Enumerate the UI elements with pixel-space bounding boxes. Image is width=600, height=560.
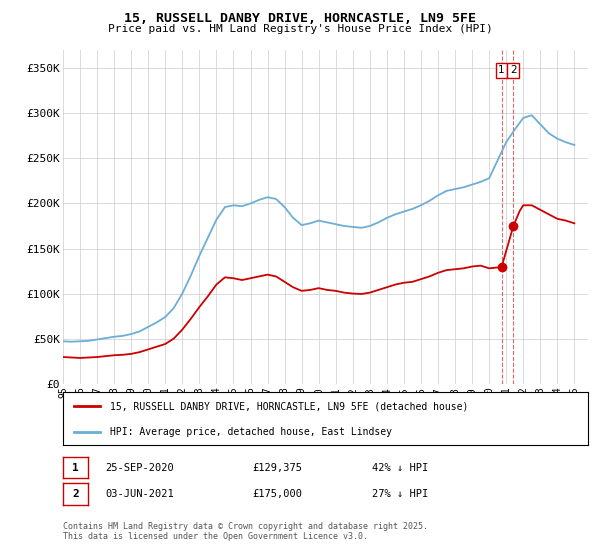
Text: 15, RUSSELL DANBY DRIVE, HORNCASTLE, LN9 5FE (detached house): 15, RUSSELL DANBY DRIVE, HORNCASTLE, LN9…	[110, 402, 469, 412]
Text: 27% ↓ HPI: 27% ↓ HPI	[372, 489, 428, 499]
Text: 42% ↓ HPI: 42% ↓ HPI	[372, 463, 428, 473]
Text: 1: 1	[498, 65, 505, 75]
Text: Contains HM Land Registry data © Crown copyright and database right 2025.
This d: Contains HM Land Registry data © Crown c…	[63, 522, 428, 542]
Text: £129,375: £129,375	[252, 463, 302, 473]
Text: £175,000: £175,000	[252, 489, 302, 499]
Text: 2: 2	[510, 65, 517, 75]
Text: 15, RUSSELL DANBY DRIVE, HORNCASTLE, LN9 5FE: 15, RUSSELL DANBY DRIVE, HORNCASTLE, LN9…	[124, 12, 476, 25]
Text: 03-JUN-2021: 03-JUN-2021	[105, 489, 174, 499]
Text: Price paid vs. HM Land Registry's House Price Index (HPI): Price paid vs. HM Land Registry's House …	[107, 24, 493, 34]
Text: 1: 1	[72, 463, 79, 473]
Text: 25-SEP-2020: 25-SEP-2020	[105, 463, 174, 473]
Text: HPI: Average price, detached house, East Lindsey: HPI: Average price, detached house, East…	[110, 427, 392, 437]
Text: 2: 2	[72, 489, 79, 499]
